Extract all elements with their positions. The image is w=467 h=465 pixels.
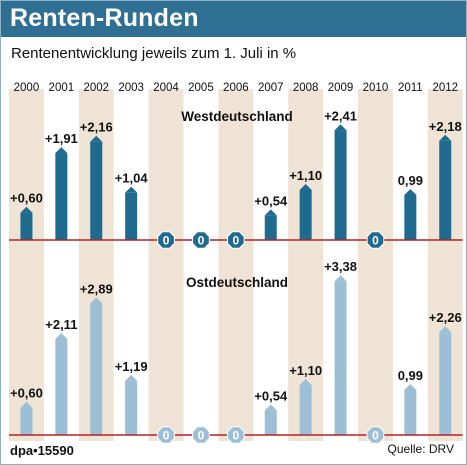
bar-ostdeutschland-2001 [55, 338, 68, 435]
value-label-ostdeutschland-2003: +1,19 [115, 359, 148, 374]
value-label-ostdeutschland-2011: 0,99 [398, 368, 423, 383]
chart-subtitle: Rentenentwicklung jeweils zum 1. Juli in… [11, 45, 297, 62]
year-label-2007: 2007 [258, 82, 284, 94]
bar-westdeutschland-2008 [299, 189, 312, 240]
bar-ostdeutschland-2012 [439, 332, 452, 435]
bar-westdeutschland-2003 [125, 192, 138, 240]
zero-label-westdeutschland-2005: 0 [198, 234, 205, 248]
column-stripe-2000 [9, 89, 44, 441]
region-label-ostdeutschland: Ostdeutschland [186, 275, 288, 290]
value-label-ostdeutschland-2008: +1,10 [289, 363, 322, 378]
year-label-2000: 2000 [14, 82, 40, 94]
zero-badge-ostdeutschland-2010 [366, 426, 385, 444]
bar-tip-westdeutschland-2002 [90, 135, 103, 142]
zero-label-westdeutschland-2010: 0 [372, 234, 379, 248]
zero-badge-westdeutschland-2010 [366, 231, 385, 249]
bar-westdeutschland-2012 [439, 140, 452, 240]
value-label-westdeutschland-2000: +0,60 [10, 191, 43, 206]
value-label-westdeutschland-2012: +2,18 [429, 119, 462, 134]
bar-ostdeutschland-2011 [404, 389, 417, 435]
bar-ostdeutschland-2000 [20, 407, 33, 435]
bar-ostdeutschland-2007 [264, 410, 277, 435]
year-label-2009: 2009 [328, 82, 354, 94]
zero-label-ostdeutschland-2004: 0 [163, 429, 170, 443]
bar-ostdeutschland-2003 [125, 380, 138, 435]
value-label-westdeutschland-2007: +0,54 [254, 193, 288, 208]
bar-tip-westdeutschland-2000 [20, 206, 33, 213]
bar-westdeutschland-2011 [404, 194, 417, 240]
zero-label-ostdeutschland-2005: 0 [198, 429, 205, 443]
agency-logo: dpa•15590 [10, 443, 74, 458]
bar-westdeutschland-2001 [55, 153, 68, 240]
value-label-ostdeutschland-2002: +2,89 [80, 282, 113, 297]
bar-tip-ostdeutschland-2002 [90, 297, 103, 304]
bar-tip-westdeutschland-2007 [264, 209, 277, 216]
value-label-westdeutschland-2001: +1,91 [45, 131, 78, 146]
year-label-2012: 2012 [432, 82, 458, 94]
zero-label-westdeutschland-2004: 0 [163, 234, 170, 248]
value-label-ostdeutschland-2001: +2,11 [45, 317, 77, 332]
column-stripe-2004 [148, 89, 184, 441]
bar-westdeutschland-2000 [20, 212, 33, 240]
year-label-2006: 2006 [223, 82, 249, 94]
bar-tip-ostdeutschland-2012 [439, 326, 452, 333]
zero-badge-ostdeutschland-2005 [192, 426, 210, 444]
bar-westdeutschland-2002 [90, 141, 103, 240]
bar-tip-ostdeutschland-2000 [20, 401, 33, 408]
year-label-2004: 2004 [153, 82, 179, 94]
bar-tip-westdeutschland-2003 [125, 186, 138, 193]
bar-tip-ostdeutschland-2003 [125, 374, 138, 381]
bar-tip-westdeutschland-2001 [55, 147, 68, 154]
bar-tip-westdeutschland-2011 [404, 188, 417, 195]
year-label-2010: 2010 [363, 82, 389, 94]
bar-westdeutschland-2009 [334, 130, 347, 240]
value-label-westdeutschland-2002: +2,16 [80, 120, 113, 135]
year-label-2002: 2002 [83, 82, 109, 94]
year-label-2011: 2011 [398, 82, 423, 94]
value-label-ostdeutschland-2012: +2,26 [429, 310, 462, 325]
bar-tip-ostdeutschland-2008 [299, 378, 312, 385]
zero-label-westdeutschland-2006: 0 [233, 234, 240, 248]
year-label-2008: 2008 [293, 82, 319, 94]
value-label-ostdeutschland-2000: +0,60 [10, 386, 43, 401]
bar-tip-ostdeutschland-2001 [55, 332, 68, 339]
column-stripe-2006 [218, 89, 254, 441]
bar-tip-westdeutschland-2012 [439, 134, 452, 141]
source-note: Quelle: DRV [387, 442, 454, 456]
zero-badge-westdeutschland-2004 [157, 231, 175, 249]
bar-tip-ostdeutschland-2009 [334, 275, 347, 282]
bar-tip-westdeutschland-2009 [334, 124, 347, 131]
region-label-westdeutschland: Westdeutschland [181, 109, 293, 124]
year-label-2005: 2005 [188, 82, 214, 94]
title-bar: Renten-Runden [1, 1, 466, 37]
zero-label-ostdeutschland-2006: 0 [233, 429, 240, 443]
bar-westdeutschland-2007 [264, 215, 277, 240]
year-label-2003: 2003 [118, 82, 144, 94]
zero-label-ostdeutschland-2010: 0 [372, 429, 379, 443]
value-label-westdeutschland-2003: +1,04 [115, 171, 149, 186]
value-label-westdeutschland-2011: 0,99 [398, 173, 423, 188]
bar-tip-ostdeutschland-2011 [404, 383, 417, 390]
chart-title: Renten-Runden [10, 4, 199, 32]
value-label-westdeutschland-2008: +1,10 [289, 168, 322, 183]
bar-tip-westdeutschland-2008 [299, 183, 312, 190]
zero-badge-westdeutschland-2006 [227, 231, 245, 249]
bar-ostdeutschland-2002 [90, 303, 103, 435]
zero-badge-ostdeutschland-2006 [227, 426, 245, 444]
bar-tip-ostdeutschland-2007 [264, 404, 277, 411]
column-stripe-2010 [358, 89, 393, 441]
zero-badge-westdeutschland-2005 [192, 231, 210, 249]
bar-ostdeutschland-2008 [299, 384, 312, 435]
bar-ostdeutschland-2009 [334, 281, 347, 435]
value-label-ostdeutschland-2009: +3,38 [324, 259, 357, 274]
year-label-2001: 2001 [49, 82, 75, 94]
value-label-ostdeutschland-2007: +0,54 [254, 388, 288, 403]
zero-badge-ostdeutschland-2004 [157, 426, 175, 444]
value-label-westdeutschland-2009: +2,41 [324, 108, 357, 123]
